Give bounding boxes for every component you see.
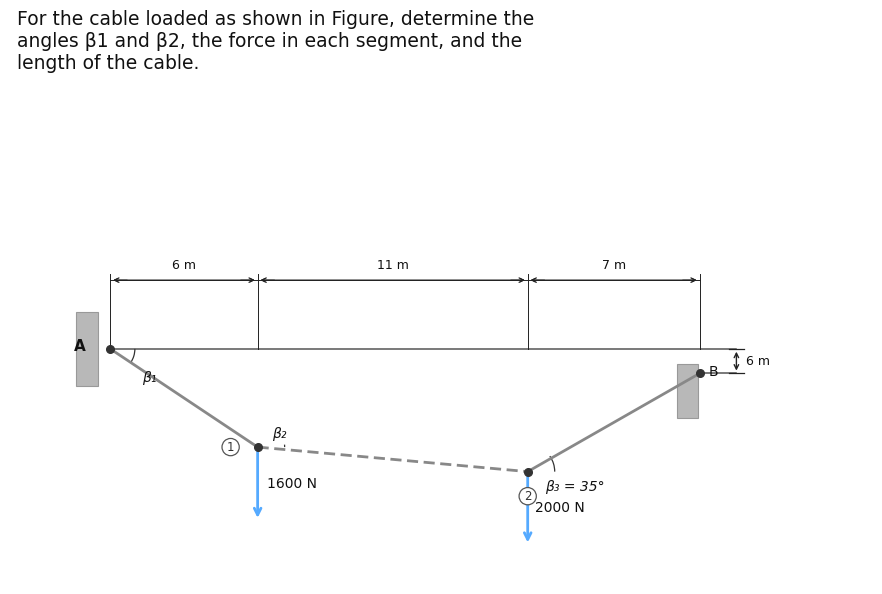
Bar (677, 364, 699, 418)
Text: 2000 N: 2000 N (535, 501, 585, 516)
Text: 7 m: 7 m (602, 258, 625, 271)
Text: β₃ = 35°: β₃ = 35° (545, 480, 604, 494)
Text: For the cable loaded as shown in Figure, determine the
angles β1 and β2, the for: For the cable loaded as shown in Figure,… (18, 10, 534, 73)
Text: A: A (74, 339, 86, 354)
Text: 2: 2 (524, 489, 532, 503)
Text: 6 m: 6 m (172, 258, 196, 271)
Text: B: B (708, 365, 718, 379)
Text: 6 m: 6 m (746, 355, 770, 368)
Text: β₁: β₁ (142, 371, 157, 385)
Text: 1600 N: 1600 N (267, 477, 318, 491)
Text: 11 m: 11 m (377, 258, 408, 271)
Bar (76, 312, 98, 386)
Text: 1: 1 (227, 441, 235, 454)
Text: β₂: β₂ (273, 427, 287, 441)
